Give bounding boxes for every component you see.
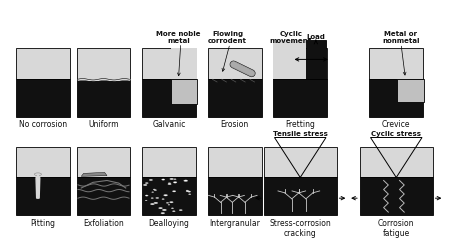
Ellipse shape xyxy=(161,212,164,214)
Bar xyxy=(360,177,433,215)
Bar xyxy=(142,147,196,177)
Bar xyxy=(208,48,262,79)
Bar xyxy=(16,177,70,215)
Ellipse shape xyxy=(188,191,191,192)
Bar xyxy=(360,147,433,177)
Text: Uniform: Uniform xyxy=(88,120,119,129)
Bar xyxy=(264,177,337,215)
Bar xyxy=(142,177,196,215)
Bar xyxy=(208,147,262,177)
Bar xyxy=(171,79,197,104)
Text: Metal or
nonmetal: Metal or nonmetal xyxy=(382,31,419,44)
Ellipse shape xyxy=(179,209,182,211)
Polygon shape xyxy=(81,173,107,176)
Ellipse shape xyxy=(164,194,168,196)
Text: Corrosion
fatigue: Corrosion fatigue xyxy=(378,218,415,238)
Text: Erosion: Erosion xyxy=(220,120,249,129)
Ellipse shape xyxy=(166,202,169,203)
Ellipse shape xyxy=(154,202,158,204)
Text: Dealloying: Dealloying xyxy=(149,218,190,227)
Ellipse shape xyxy=(162,209,166,211)
Bar xyxy=(273,79,327,117)
Ellipse shape xyxy=(173,191,176,192)
Ellipse shape xyxy=(168,183,171,185)
Text: Cyclic
movement: Cyclic movement xyxy=(270,31,312,44)
Text: Tensile stress: Tensile stress xyxy=(273,130,328,137)
Bar xyxy=(77,147,130,177)
Bar xyxy=(264,147,337,177)
Ellipse shape xyxy=(145,200,147,201)
Ellipse shape xyxy=(173,211,175,212)
Bar xyxy=(16,48,70,79)
Text: Fretting: Fretting xyxy=(285,120,315,129)
Ellipse shape xyxy=(174,179,176,180)
Ellipse shape xyxy=(152,192,154,193)
Text: No corrosion: No corrosion xyxy=(18,120,67,129)
Ellipse shape xyxy=(162,179,165,180)
Ellipse shape xyxy=(151,198,154,199)
Ellipse shape xyxy=(149,179,153,181)
Polygon shape xyxy=(36,177,40,198)
Ellipse shape xyxy=(189,194,191,195)
Text: Intergranular: Intergranular xyxy=(209,218,260,227)
Text: Crevice: Crevice xyxy=(382,120,410,129)
Ellipse shape xyxy=(35,173,41,176)
Ellipse shape xyxy=(186,190,188,191)
Ellipse shape xyxy=(184,180,188,182)
Text: Exfoliation: Exfoliation xyxy=(83,218,124,227)
Ellipse shape xyxy=(168,183,171,184)
Ellipse shape xyxy=(168,204,170,205)
Bar xyxy=(77,48,130,79)
Bar xyxy=(142,48,196,79)
Bar xyxy=(77,177,130,215)
Ellipse shape xyxy=(153,189,155,190)
Bar xyxy=(306,40,326,79)
Ellipse shape xyxy=(173,182,177,183)
Ellipse shape xyxy=(186,191,189,192)
Bar xyxy=(16,147,70,177)
Ellipse shape xyxy=(170,201,173,203)
Ellipse shape xyxy=(154,190,156,191)
Text: Flowing
corrodent: Flowing corrodent xyxy=(208,31,247,44)
Ellipse shape xyxy=(159,207,163,209)
Ellipse shape xyxy=(170,178,173,180)
Bar xyxy=(273,40,306,79)
Ellipse shape xyxy=(156,197,159,199)
Ellipse shape xyxy=(145,195,148,196)
Ellipse shape xyxy=(162,199,164,200)
Bar xyxy=(171,48,197,79)
Text: Load: Load xyxy=(306,34,325,40)
Ellipse shape xyxy=(150,203,155,205)
Bar xyxy=(142,79,196,117)
Text: More noble
metal: More noble metal xyxy=(156,31,201,44)
Text: Stress-corrosion
cracking: Stress-corrosion cracking xyxy=(269,218,331,238)
Bar xyxy=(77,79,130,117)
Text: Galvanic: Galvanic xyxy=(152,120,186,129)
Ellipse shape xyxy=(146,182,148,184)
Ellipse shape xyxy=(171,208,173,209)
Bar xyxy=(369,48,423,79)
Bar xyxy=(208,177,262,215)
Text: Pitting: Pitting xyxy=(30,218,55,227)
Bar xyxy=(208,79,262,117)
Bar xyxy=(369,79,423,117)
Bar xyxy=(397,78,424,102)
Text: Cyclic stress: Cyclic stress xyxy=(371,130,421,137)
Ellipse shape xyxy=(143,184,147,186)
Bar xyxy=(273,48,327,79)
Bar xyxy=(16,79,70,117)
